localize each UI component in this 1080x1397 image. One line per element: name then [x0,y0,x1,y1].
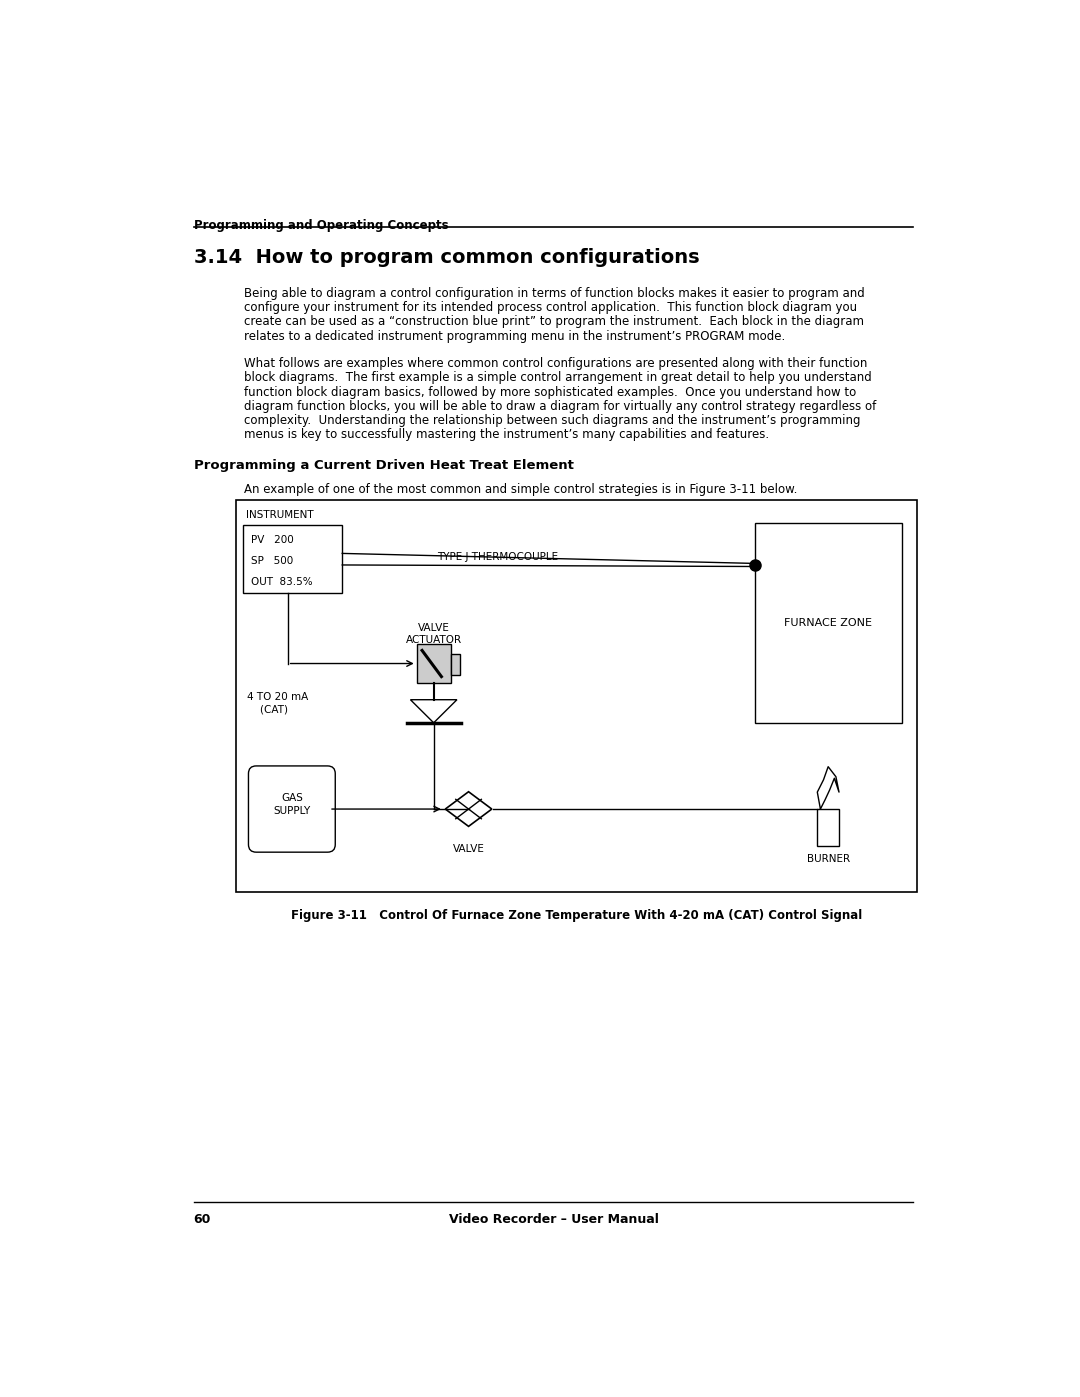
Text: TYPE J THERMOCOUPLE: TYPE J THERMOCOUPLE [437,552,558,562]
Bar [417,644,450,683]
Bar [237,500,917,893]
Bar [818,809,839,847]
Text: SP   500: SP 500 [251,556,293,566]
Text: An example of one of the most common and simple control strategies is in Figure : An example of one of the most common and… [244,482,797,496]
Text: OUT  83.5%: OUT 83.5% [251,577,312,587]
Text: create can be used as a “construction blue print” to program the instrument.  Ea: create can be used as a “construction bl… [244,316,864,328]
Text: function block diagram basics, followed by more sophisticated examples.  Once yo: function block diagram basics, followed … [244,386,856,398]
Text: complexity.  Understanding the relationship between such diagrams and the instru: complexity. Understanding the relationsh… [244,414,861,427]
Text: Video Recorder – User Manual: Video Recorder – User Manual [448,1213,659,1225]
Text: PV   200: PV 200 [251,535,294,545]
Bar [755,522,902,722]
Text: Figure 3-11   Control Of Furnace Zone Temperature With 4-20 mA (CAT) Control Sig: Figure 3-11 Control Of Furnace Zone Temp… [291,909,862,922]
Text: relates to a dedicated instrument programming menu in the instrument’s PROGRAM m: relates to a dedicated instrument progra… [244,330,785,342]
Text: 60: 60 [193,1213,211,1225]
Text: VALVE: VALVE [453,844,485,854]
Text: 3.14  How to program common configurations: 3.14 How to program common configuration… [193,249,699,267]
Text: configure your instrument for its intended process control application.  This fu: configure your instrument for its intend… [244,302,856,314]
Text: 4 TO 20 mA
    (CAT): 4 TO 20 mA (CAT) [247,692,308,714]
Text: BURNER: BURNER [807,854,850,863]
Text: Programming a Current Driven Heat Treat Element: Programming a Current Driven Heat Treat … [193,460,573,472]
Text: block diagrams.  The first example is a simple control arrangement in great deta: block diagrams. The first example is a s… [244,372,872,384]
Text: menus is key to successfully mastering the instrument’s many capabilities and fe: menus is key to successfully mastering t… [244,429,769,441]
Text: Programming and Operating Concepts: Programming and Operating Concepts [193,219,448,232]
Text: INSTRUMENT: INSTRUMENT [246,510,314,520]
Bar [243,525,342,592]
Bar [450,654,460,675]
Polygon shape [445,792,491,827]
Text: What follows are examples where common control configurations are presented alon: What follows are examples where common c… [244,358,867,370]
Text: GAS
SUPPLY: GAS SUPPLY [273,793,310,816]
Text: Being able to diagram a control configuration in terms of function blocks makes : Being able to diagram a control configur… [244,286,865,300]
Text: FURNACE ZONE: FURNACE ZONE [784,617,873,627]
Text: diagram function blocks, you will be able to draw a diagram for virtually any co: diagram function blocks, you will be abl… [244,400,876,412]
Text: VALVE
ACTUATOR: VALVE ACTUATOR [406,623,462,645]
Polygon shape [410,700,457,722]
FancyBboxPatch shape [248,766,335,852]
